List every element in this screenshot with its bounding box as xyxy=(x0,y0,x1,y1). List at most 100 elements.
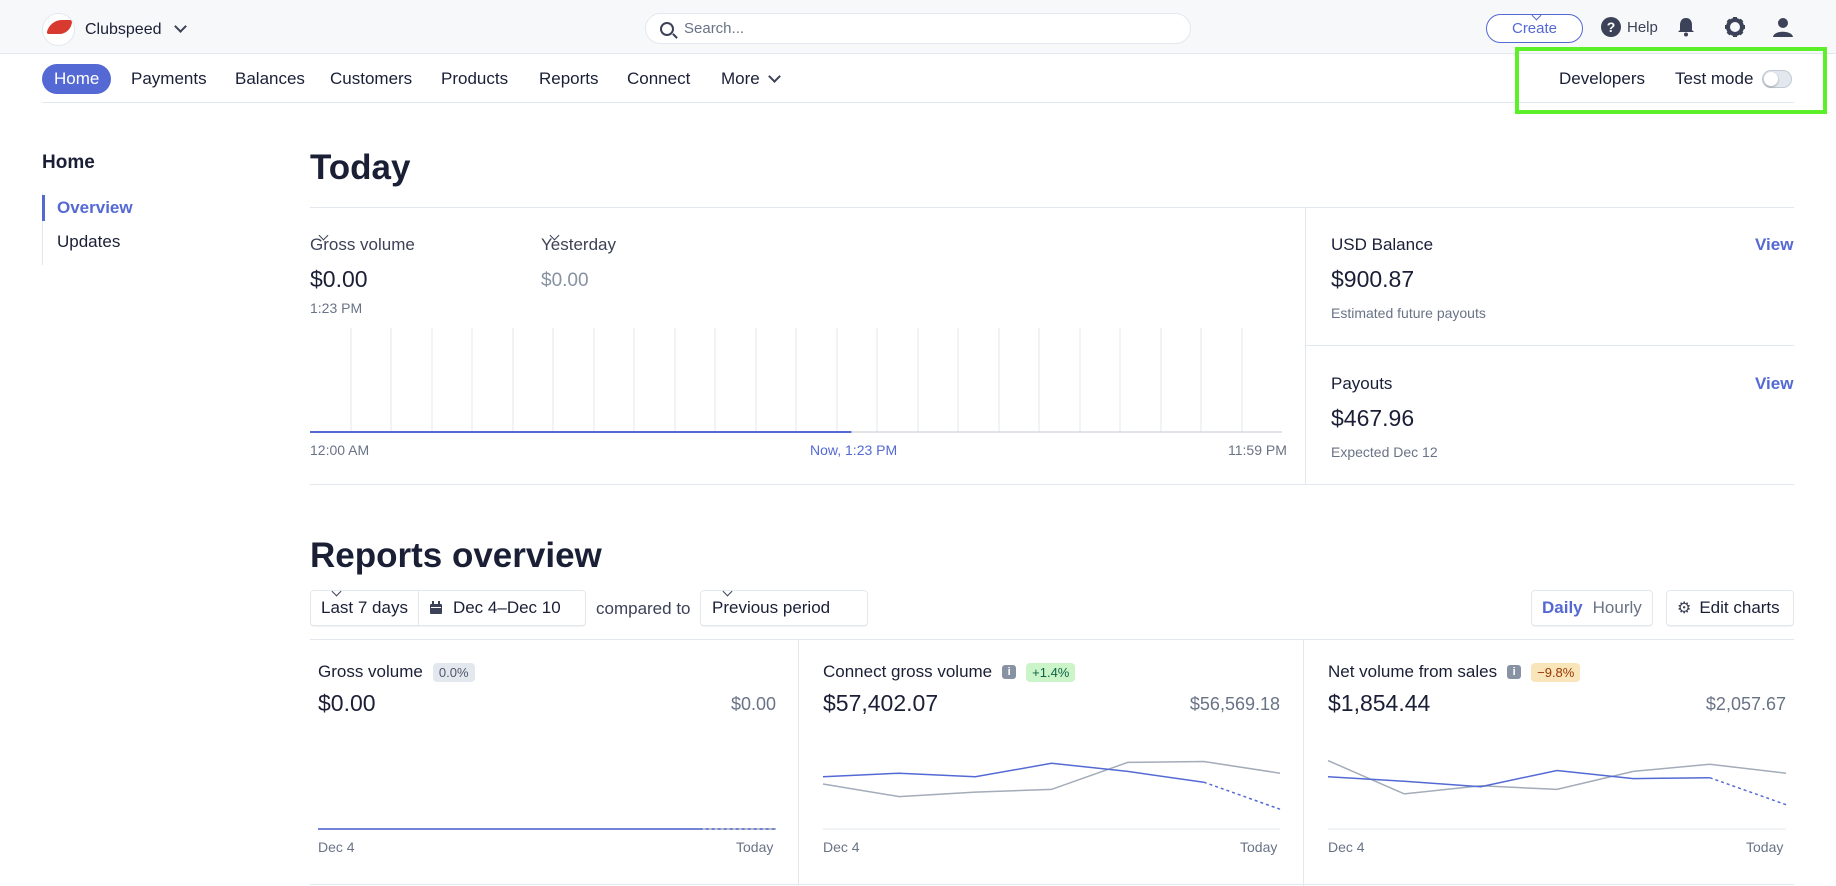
usd-balance-view-link[interactable]: View xyxy=(1755,235,1794,254)
card-title-label: Net volume from sales xyxy=(1328,662,1498,681)
nav-products[interactable]: Products xyxy=(441,69,509,88)
card-net-volume-title[interactable]: Net volume from sales i −9.8% xyxy=(1328,662,1581,682)
divider xyxy=(310,639,1794,640)
nav-more-label: More xyxy=(721,69,760,88)
today-title: Today xyxy=(310,148,411,187)
gear-icon[interactable] xyxy=(1723,15,1747,39)
payouts-note: Expected Dec 12 xyxy=(1331,444,1438,460)
edit-charts-label: Edit charts xyxy=(1699,598,1780,617)
hourly-option[interactable]: Hourly xyxy=(1592,598,1642,617)
axis-now-label: Now, 1:23 PM xyxy=(810,442,898,458)
comparison-dropdown[interactable]: Previous period xyxy=(700,586,868,626)
gross-volume-selector[interactable]: Gross volume xyxy=(310,230,415,255)
current-period-line xyxy=(822,762,1204,783)
chart-x-start: Dec 4 xyxy=(823,839,860,855)
yesterday-label: Yesterday xyxy=(541,235,616,254)
user-icon[interactable] xyxy=(1771,15,1795,39)
annotation-highlight xyxy=(1515,47,1827,114)
chevron-down-icon xyxy=(173,20,187,33)
divider xyxy=(310,484,1794,485)
divider xyxy=(1305,345,1794,346)
top-bar: Clubspeed Create ? Help xyxy=(0,0,1836,54)
create-button[interactable]: Create xyxy=(1486,10,1583,43)
chart-x-start: Dec 4 xyxy=(1328,839,1365,855)
chart-x-end: Today xyxy=(736,839,774,855)
calendar-icon xyxy=(429,601,442,614)
range-dropdown[interactable]: Last 7 days xyxy=(311,586,419,625)
bell-icon[interactable] xyxy=(1674,15,1698,39)
nav-payments[interactable]: Payments xyxy=(131,69,207,88)
chart-x-end: Today xyxy=(1240,839,1278,855)
developers-link[interactable]: Developers xyxy=(1559,69,1645,88)
daily-option[interactable]: Daily xyxy=(1542,598,1583,617)
help-button[interactable]: ? Help xyxy=(1601,17,1658,37)
usd-balance-note: Estimated future payouts xyxy=(1331,305,1486,321)
chevron-down-icon xyxy=(1531,10,1542,21)
payouts-label: Payouts xyxy=(1331,374,1393,393)
chevron-down-icon xyxy=(331,586,342,597)
main-nav: Home Payments Balances Customers Product… xyxy=(42,54,1794,103)
create-label: Create xyxy=(1511,20,1558,37)
search-bar[interactable] xyxy=(645,13,1191,44)
divider xyxy=(310,884,1794,885)
card-gross-volume-previous: $0.00 xyxy=(730,694,776,714)
card-connect-gross-title[interactable]: Connect gross volume i +1.4% xyxy=(823,662,1076,682)
card-net-volume-value: $1,854.44 xyxy=(1328,690,1431,716)
previous-period-line xyxy=(1327,759,1787,795)
sidebar-list: Overview Updates xyxy=(42,193,133,265)
nav-more[interactable]: More xyxy=(721,64,781,94)
change-badge: −9.8% xyxy=(1531,662,1581,682)
today-chart xyxy=(310,328,1282,433)
current-period-partial-line xyxy=(1709,776,1787,806)
info-icon[interactable]: i xyxy=(1002,665,1017,679)
card-net-volume-chart xyxy=(1327,759,1787,830)
card-title-label: Connect gross volume xyxy=(823,662,993,681)
usd-balance-value: $900.87 xyxy=(1331,266,1415,292)
yesterday-selector[interactable]: Yesterday xyxy=(541,230,616,255)
help-label: Help xyxy=(1627,18,1658,36)
nav-reports[interactable]: Reports xyxy=(539,69,599,88)
account-logo xyxy=(42,13,75,46)
date-range-group: Last 7 days Dec 4–Dec 10 xyxy=(310,586,586,626)
toggle-knob xyxy=(1764,72,1778,86)
usd-balance-label: USD Balance xyxy=(1331,235,1434,254)
nav-connect[interactable]: Connect xyxy=(627,69,691,88)
axis-start-label: 12:00 AM xyxy=(310,442,370,458)
card-gross-volume-chart xyxy=(318,828,776,830)
chevron-down-icon xyxy=(722,586,733,597)
axis-end-label: 11:59 PM xyxy=(1228,442,1287,458)
card-connect-gross-value: $57,402.07 xyxy=(823,690,939,716)
nav-customers[interactable]: Customers xyxy=(330,69,413,88)
nav-home[interactable]: Home xyxy=(42,64,112,94)
divider xyxy=(798,640,799,886)
payouts-view-link[interactable]: View xyxy=(1755,374,1794,393)
account-switcher[interactable]: Clubspeed xyxy=(42,13,187,46)
gross-volume-value: $0.00 xyxy=(310,266,368,292)
reports-overview-title: Reports overview xyxy=(310,536,602,575)
divider xyxy=(1303,640,1304,886)
chart-x-end: Today xyxy=(1746,839,1784,855)
search-input[interactable] xyxy=(684,20,1164,37)
change-badge: 0.0% xyxy=(432,662,475,682)
info-icon[interactable]: i xyxy=(1507,665,1522,679)
test-mode-toggle[interactable] xyxy=(1762,70,1792,88)
granularity-toggle: Daily Hourly xyxy=(1531,590,1653,626)
card-gross-volume-title[interactable]: Gross volume 0.0% xyxy=(318,662,475,682)
comparison-label: Previous period xyxy=(712,598,831,617)
search-icon xyxy=(660,21,674,36)
sidebar-item-updates[interactable]: Updates xyxy=(57,232,121,251)
gross-volume-label: Gross volume xyxy=(310,235,415,254)
nav-balances[interactable]: Balances xyxy=(235,69,305,88)
yesterday-value: $0.00 xyxy=(541,270,589,291)
divider xyxy=(310,207,1794,208)
date-picker[interactable]: Dec 4–Dec 10 xyxy=(419,591,571,625)
previous-period-line xyxy=(822,760,1281,798)
sidebar-item-overview[interactable]: Overview xyxy=(42,195,162,221)
divider xyxy=(1305,207,1306,485)
change-badge: +1.4% xyxy=(1026,662,1076,682)
range-label: Last 7 days xyxy=(321,598,408,617)
edit-charts-button[interactable]: ⚙ Edit charts xyxy=(1666,590,1794,626)
account-name: Clubspeed xyxy=(85,20,162,38)
help-icon: ? xyxy=(1601,17,1621,37)
date-range-label: Dec 4–Dec 10 xyxy=(452,598,561,617)
